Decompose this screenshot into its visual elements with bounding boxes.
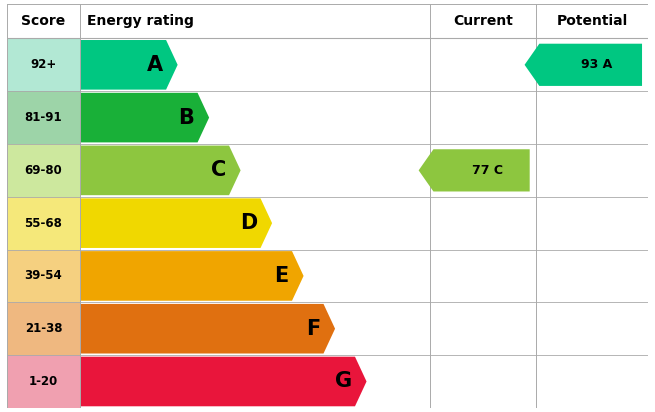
Text: G: G [335,372,352,391]
Text: 77 C: 77 C [472,164,503,177]
Text: Energy rating: Energy rating [86,14,194,28]
Polygon shape [81,304,335,353]
Polygon shape [81,251,303,301]
Text: 21-38: 21-38 [25,322,62,335]
Text: 92+: 92+ [30,59,56,71]
Polygon shape [81,93,209,143]
Polygon shape [419,149,530,192]
Text: 1-20: 1-20 [29,375,58,388]
Text: Current: Current [453,14,513,28]
Polygon shape [81,357,367,406]
Bar [7,144,81,197]
Text: E: E [274,266,289,286]
Bar [7,197,81,250]
Polygon shape [525,44,642,86]
Text: C: C [211,160,226,180]
Text: 39-54: 39-54 [25,269,62,283]
Text: 81-91: 81-91 [25,111,62,124]
Bar [7,4,648,38]
Polygon shape [81,145,240,195]
Polygon shape [81,40,178,90]
Text: 69-80: 69-80 [25,164,62,177]
Text: F: F [306,319,320,339]
Text: Potential: Potential [557,14,628,28]
Polygon shape [81,198,272,248]
Text: 55-68: 55-68 [24,217,62,229]
Bar [7,302,81,355]
Bar [7,91,81,144]
Text: B: B [178,108,195,128]
Text: Score: Score [22,14,66,28]
Bar [7,250,81,302]
Text: A: A [147,55,163,75]
Text: D: D [240,213,257,233]
Bar [7,38,81,91]
Text: 93 A: 93 A [581,59,612,71]
Bar [7,355,81,408]
